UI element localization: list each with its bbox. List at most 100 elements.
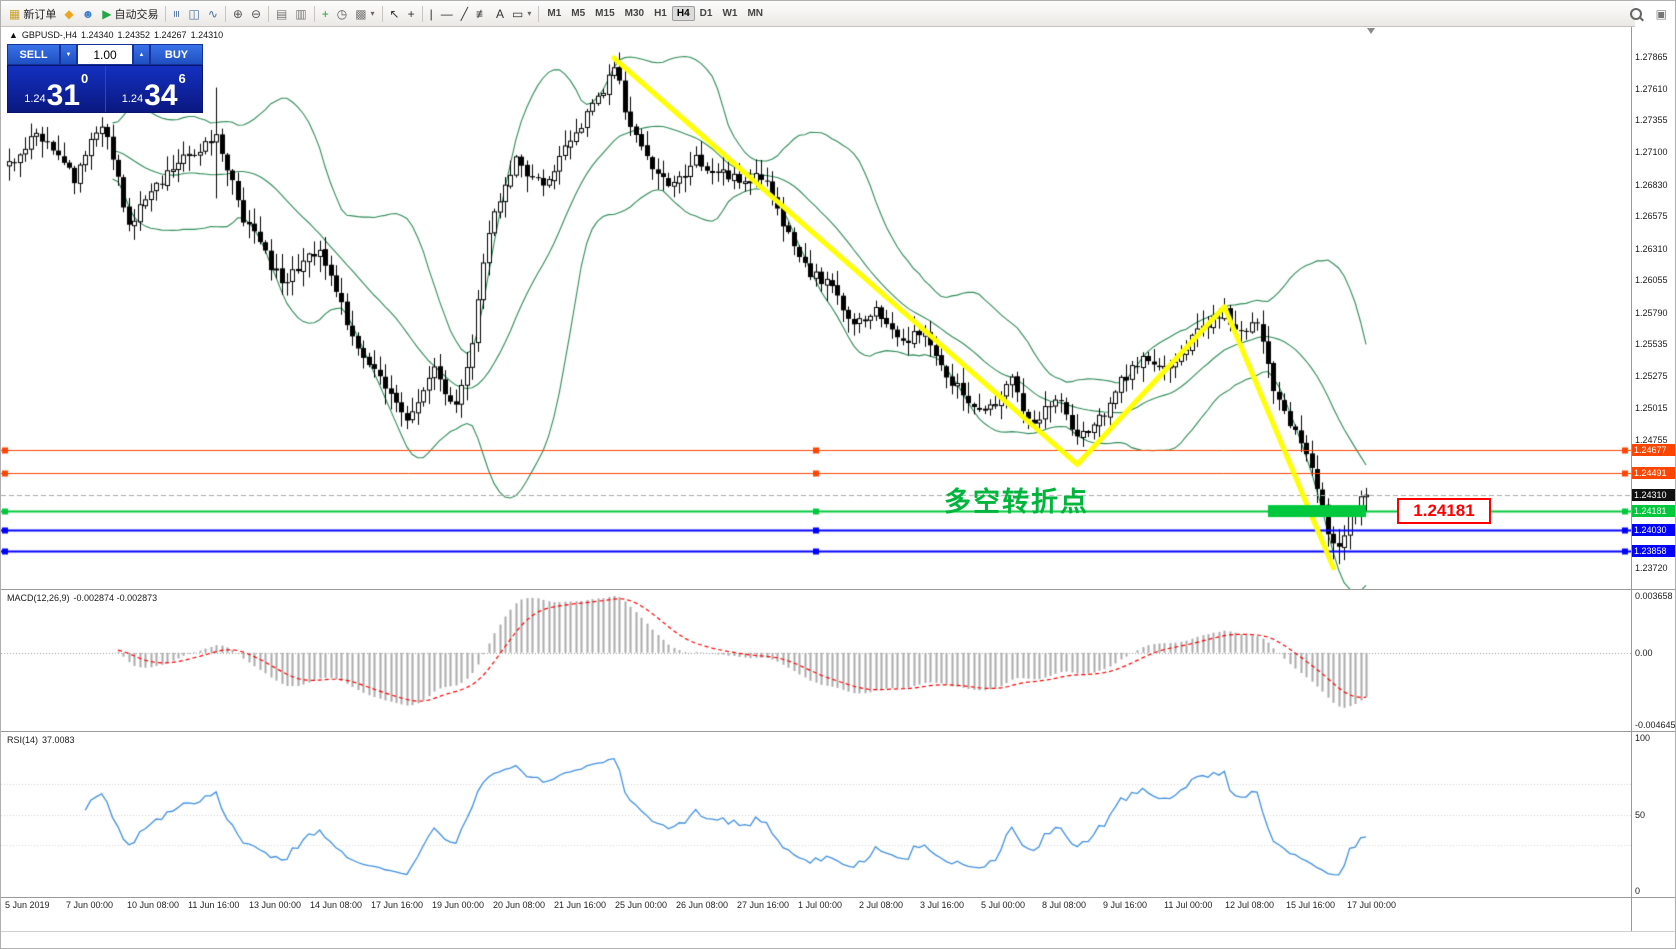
rsi-indicator-label: RSI(14) 37.0083 [7,735,79,745]
price-chart[interactable] [1,26,1631,589]
timeframe-m1-button[interactable]: M1 [547,8,562,19]
time-axis-label: 5 Jun 2019 [5,900,50,910]
trendline-button[interactable]: ╱ [457,4,472,24]
ohlc-low: 1.24267 [154,30,187,40]
buy-price-prefix: 1.24 [121,93,144,105]
shapes-button-dropdown-icon: ▾ [527,9,532,18]
zoom-in-button[interactable]: ⊕ [229,4,247,24]
rsi-value: 37.0083 [42,735,75,745]
cursor-button[interactable]: ↖ [386,4,404,24]
symbol-direction-icon: ▲ [9,30,18,40]
timeframe-d1-button[interactable]: D1 [699,8,713,19]
time-axis-label: 27 Jun 16:00 [737,900,790,910]
time-axis-label: 20 Jun 08:00 [493,900,546,910]
panel-divider [1,931,1675,932]
sell-button[interactable]: SELL [7,44,60,65]
price-tag: 1.24181 [1632,505,1675,518]
toolbar-separator [313,5,315,22]
timeframe-h1-button[interactable]: H1 [654,8,667,19]
new-order-button-label: 新订单 [23,8,57,21]
tile-windows-icon: ▤ [276,6,288,21]
price-axis-label: 1.26575 [1635,211,1668,222]
price-axis-label: 1.24755 [1635,435,1668,446]
zoom-out-button[interactable]: ⊖ [247,4,265,24]
time-axis-label: 21 Jun 16:00 [554,900,607,910]
price-tag: 1.24030 [1632,523,1675,536]
timeframe-w1-button[interactable]: W1 [722,8,738,19]
buy-button[interactable]: BUY [150,44,203,65]
period-button[interactable]: ◷ [333,4,351,24]
volume-decrease-button[interactable]: ▼ [60,44,77,65]
volume-increase-button[interactable]: ▲ [133,44,150,65]
vertical-line-button[interactable]: | [426,4,437,24]
timeframe-m30-button[interactable]: M30 [624,8,645,19]
templates-button[interactable]: ▩ ▾ [351,4,378,24]
price-axis-label: 1.25790 [1635,307,1668,318]
time-axis-label: 12 Jul 08:00 [1225,900,1275,910]
vertical-line-icon: | [429,6,433,21]
price-axis-label: 1.27100 [1635,146,1668,157]
price-callout[interactable]: 1.24181 [1397,498,1491,524]
new-order-button[interactable]: ▦ 新订单 [5,4,60,24]
panel-divider[interactable] [1,589,1675,590]
market-button[interactable]: ◆ [60,4,77,24]
macd-axis-label: 0.00 [1635,647,1653,658]
fibonacci-button[interactable]: ≢ [472,4,492,24]
sell-price-button[interactable]: 1.24 31 0 [8,66,106,112]
pivot-annotation[interactable]: 多空转折点 [944,487,1089,517]
horizontal-line-button[interactable]: — [437,4,457,24]
volume-input[interactable] [77,44,133,65]
timeframe-m5-button[interactable]: M5 [571,8,586,19]
zoom-in-icon: ⊕ [232,6,243,21]
panel-divider[interactable] [1,731,1675,732]
timeframe-h4-button[interactable]: H4 [671,6,695,21]
algo-trading-button[interactable]: ▶ 自动交易 [98,4,162,24]
candlestick-chart-type-button[interactable]: ◫ [184,4,203,24]
cascade-windows-button[interactable]: ▥ [291,4,310,24]
rsi-panel[interactable] [1,732,1631,897]
indicators-button[interactable]: + [318,4,333,24]
time-axis-label: 8 Jul 08:00 [1042,900,1087,910]
toolbar-separator [538,5,540,22]
time-axis-label: 17 Jun 16:00 [371,900,424,910]
time-axis-label: 7 Jun 00:00 [66,900,114,910]
price-axis-border [1631,26,1632,931]
cursor-arrow-icon: ↖ [389,6,400,21]
price-axis-label: 1.26310 [1635,243,1668,254]
line-chart-type-button[interactable]: ∿ [204,4,222,24]
time-axis-label: 9 Jul 16:00 [1103,900,1148,910]
community-button[interactable]: ☻ [78,4,99,24]
price-tag: 1.24310 [1632,489,1675,502]
shapes-button[interactable]: ▭ ▾ [508,4,535,24]
chart-list-button[interactable]: ▣ [1652,4,1671,24]
templates-button-dropdown-icon: ▾ [370,9,375,18]
panel-divider [1,897,1675,898]
fibonacci-icon: ≢ [475,6,488,21]
time-axis-label: 11 Jul 00:00 [1164,900,1213,910]
buy-price-button[interactable]: 1.24 34 6 [106,66,203,112]
chart-window-icon: ▣ [1655,6,1667,21]
symbol-name: GBPUSD-,H4 [21,30,77,40]
sell-price-prefix: 1.24 [24,93,46,105]
macd-panel[interactable] [1,590,1631,731]
text-tool-button[interactable]: A [492,4,508,24]
price-axis-label: 1.25275 [1635,371,1668,382]
macd-axis-label: 0.003658 [1635,591,1673,601]
timeframe-m15-button[interactable]: M15 [595,8,615,19]
toolbar-separator [421,5,423,22]
macd-axis-label: -0.004645 [1635,720,1676,730]
search-button[interactable] [1626,4,1646,24]
price-tag: 1.24491 [1632,466,1675,479]
crosshair-button[interactable]: + [404,4,419,24]
chart-shift-marker[interactable] [1367,28,1375,34]
sell-price-big: 31 [46,78,81,112]
ohlc-close: 1.24310 [190,30,224,40]
tile-windows-button[interactable]: ▤ [272,4,291,24]
crosshair-icon: + [407,6,415,21]
indicator-plus-icon: + [321,6,329,21]
clock-icon: ◷ [336,6,348,21]
time-axis-label: 19 Jun 00:00 [432,900,485,910]
timeframe-mn-button[interactable]: MN [747,8,764,19]
bar-chart-type-button[interactable]: ≡ [169,4,184,24]
search-icon [1629,7,1642,20]
